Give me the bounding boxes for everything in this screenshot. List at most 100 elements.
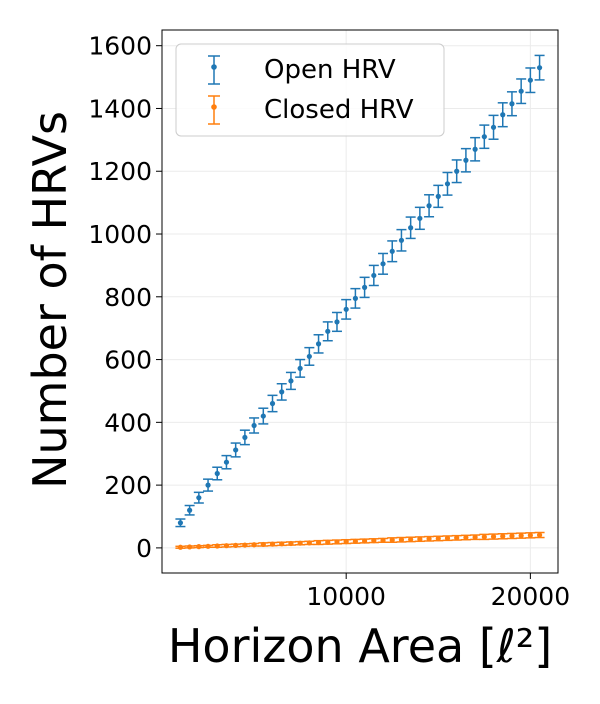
data-point xyxy=(481,134,487,140)
data-point xyxy=(362,284,368,290)
data-point xyxy=(334,539,340,545)
x-axis-label: Horizon Area [ℓ²] xyxy=(168,619,552,673)
data-point xyxy=(362,538,368,544)
data-point xyxy=(536,532,543,538)
data-point xyxy=(490,533,497,540)
data-point xyxy=(187,544,193,550)
legend-label-open-hrv: Open HRV xyxy=(264,55,396,85)
legend: Open HRV Closed HRV xyxy=(175,43,445,137)
data-point xyxy=(233,542,239,548)
data-point xyxy=(306,353,312,360)
data-point xyxy=(269,541,276,547)
data-point xyxy=(527,532,533,538)
data-point xyxy=(509,533,515,539)
data-point xyxy=(518,88,524,94)
data-point xyxy=(223,459,230,465)
data-point xyxy=(187,507,193,513)
data-point xyxy=(444,535,451,541)
data-point xyxy=(371,538,377,544)
data-point xyxy=(463,534,469,541)
data-point xyxy=(223,543,230,549)
data-point xyxy=(380,537,386,543)
data-point xyxy=(251,542,257,548)
data-point xyxy=(527,77,533,83)
x-tick-label: 20000 xyxy=(491,582,571,611)
data-point xyxy=(315,539,322,546)
y-tick-label: 1000 xyxy=(88,220,152,249)
data-point xyxy=(398,537,405,543)
y-tick-label: 1200 xyxy=(88,157,152,186)
x-tick-label: 10000 xyxy=(306,582,386,611)
data-point xyxy=(343,306,349,312)
y-tick-label: 800 xyxy=(104,283,152,312)
data-point xyxy=(435,535,441,542)
data-point xyxy=(454,535,460,541)
data-point xyxy=(269,400,276,407)
data-point xyxy=(196,495,202,501)
data-point xyxy=(233,447,239,453)
data-point xyxy=(196,544,202,550)
data-point xyxy=(288,378,294,384)
data-point xyxy=(435,193,441,199)
y-tick-label: 0 xyxy=(136,534,152,563)
series-layer xyxy=(175,54,545,550)
y-tick-label: 200 xyxy=(104,471,152,500)
data-point xyxy=(251,422,257,429)
data-point xyxy=(472,146,478,152)
y-tick-label: 1600 xyxy=(88,32,152,61)
data-point xyxy=(297,365,303,371)
data-point xyxy=(352,295,358,301)
legend-label-closed-hrv: Closed HRV xyxy=(264,95,414,125)
data-point xyxy=(334,319,340,325)
tick-layer: 0 200 400 600 800 1000 1200 1400 1600 10000 20000 xyxy=(88,32,570,611)
data-point xyxy=(214,470,220,477)
data-point xyxy=(426,203,432,209)
data-point xyxy=(214,543,220,549)
data-point xyxy=(500,112,506,118)
y-tick-label: 1400 xyxy=(88,94,152,123)
y-tick-label: 400 xyxy=(104,408,152,437)
data-point xyxy=(205,543,211,549)
series-1 xyxy=(175,531,545,550)
legend-marker-closed-hrv xyxy=(208,95,220,125)
data-point xyxy=(417,215,423,221)
data-point xyxy=(352,538,358,544)
data-point xyxy=(481,534,487,540)
data-point xyxy=(380,261,386,267)
data-point xyxy=(242,542,248,548)
data-point xyxy=(463,157,469,163)
data-point xyxy=(177,520,184,526)
data-point xyxy=(408,225,414,231)
plot-frame xyxy=(161,29,559,574)
data-point xyxy=(490,124,497,130)
data-point xyxy=(398,237,405,243)
data-point xyxy=(297,540,303,546)
series-0 xyxy=(175,54,545,528)
data-point xyxy=(472,534,478,540)
y-tick-label: 600 xyxy=(104,346,152,375)
legend-point xyxy=(211,64,217,70)
data-point xyxy=(371,272,377,279)
data-point xyxy=(315,341,322,347)
data-point xyxy=(389,248,395,254)
data-point xyxy=(279,541,285,547)
data-point xyxy=(242,434,248,441)
data-point xyxy=(177,544,184,550)
data-point xyxy=(205,482,211,488)
y-axis-label: Number of HRVs xyxy=(23,111,77,489)
data-point xyxy=(500,533,506,539)
data-point xyxy=(260,413,266,419)
data-point xyxy=(518,533,524,539)
data-point xyxy=(279,389,285,395)
data-point xyxy=(426,536,432,542)
data-point xyxy=(288,540,294,547)
legend-frame xyxy=(175,43,445,137)
data-point xyxy=(306,540,312,546)
data-point xyxy=(408,536,414,543)
data-point xyxy=(325,328,331,334)
data-point xyxy=(536,65,543,71)
data-point xyxy=(343,539,349,545)
data-point xyxy=(260,541,266,548)
legend-point xyxy=(211,104,217,110)
